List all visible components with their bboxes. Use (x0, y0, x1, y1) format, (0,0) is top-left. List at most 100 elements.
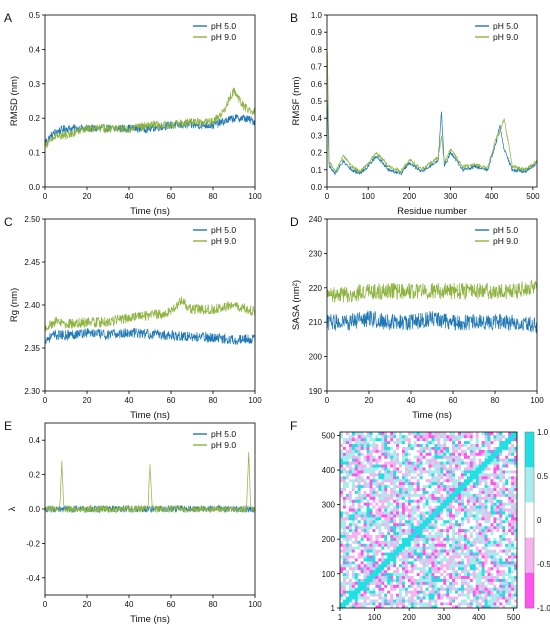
heatmap-cell (404, 522, 409, 527)
heatmap-cell (458, 470, 462, 474)
heatmap-cell (342, 528, 347, 533)
x-tick-label: 0 (43, 600, 48, 609)
heatmap-cell (345, 599, 350, 603)
heatmap-cell (425, 599, 429, 603)
heatmap-cell (455, 449, 459, 453)
heatmap-cell (351, 467, 356, 471)
heatmap-cell (466, 531, 471, 535)
heatmap-cell (422, 432, 426, 436)
x-tick-label: 80 (209, 192, 218, 201)
heatmap-cell (363, 520, 367, 524)
heatmap-cell (449, 590, 453, 594)
heatmap-cell (490, 566, 494, 571)
heatmap-cell (502, 569, 506, 574)
heatmap-cell (493, 461, 497, 465)
heatmap-cell (387, 511, 391, 515)
heatmap-cell (431, 549, 435, 553)
heatmap-cell (505, 540, 509, 544)
heatmap-cell (410, 520, 415, 524)
heatmap-cell (363, 593, 367, 597)
heatmap-cell (396, 584, 400, 588)
heatmap-cell (514, 502, 518, 506)
heatmap-cell (440, 558, 444, 562)
heatmap-cell (443, 440, 447, 445)
heatmap-cell (452, 446, 456, 450)
heatmap-cell (502, 508, 506, 512)
heatmap-cell (342, 467, 347, 471)
heatmap-cell (401, 520, 406, 524)
heatmap-cell (378, 467, 382, 471)
heatmap-cell (460, 575, 465, 579)
heatmap-cell (514, 522, 518, 527)
heatmap-cell (416, 552, 420, 556)
heatmap-cell (393, 564, 397, 568)
heatmap-cell (505, 549, 509, 553)
heatmap-cell (428, 508, 432, 512)
heatmap-cell (493, 443, 497, 447)
heatmap-cell (431, 496, 435, 500)
heatmap-cell (410, 502, 415, 506)
heatmap-cell (384, 481, 388, 486)
heatmap-cell (393, 452, 397, 456)
heatmap-cell (466, 514, 471, 518)
heatmap-cell (428, 473, 432, 477)
heatmap-cell (490, 484, 494, 489)
heatmap-cell (396, 437, 400, 442)
heatmap-cell (387, 546, 391, 550)
heatmap-cell (340, 440, 344, 445)
heatmap-cell (496, 434, 500, 439)
heatmap-cell (351, 537, 356, 541)
heatmap-cell (399, 543, 403, 547)
heatmap-cell (363, 434, 367, 439)
heatmap-cell (357, 478, 361, 483)
heatmap-cell (393, 481, 397, 486)
heatmap-cell (363, 564, 367, 568)
x-axis-title: Time (ns) (412, 410, 452, 421)
heatmap-cell (354, 473, 358, 477)
heatmap-cell (511, 508, 515, 512)
heatmap-cell (514, 572, 518, 577)
heatmap-cell (381, 514, 385, 518)
heatmap-cell (475, 593, 479, 597)
heatmap-cell (499, 552, 503, 556)
heatmap-cell (514, 478, 518, 483)
heatmap-cell (440, 470, 444, 474)
heatmap-cell (511, 432, 515, 436)
heatmap-cell (434, 484, 438, 489)
heatmap-cell (437, 490, 441, 494)
heatmap-cell (413, 552, 417, 556)
heatmap-cell (372, 528, 376, 533)
heatmap-cell (505, 440, 509, 445)
heatmap-cell (484, 593, 488, 597)
heatmap-cell (502, 572, 506, 577)
heatmap-cell (431, 511, 435, 515)
heatmap-cell (413, 596, 417, 600)
heatmap-cell (478, 552, 482, 556)
y-tick-label: 190 (309, 387, 323, 396)
heatmap-cell (449, 455, 453, 459)
heatmap-cell (499, 490, 503, 494)
heatmap-cell (508, 449, 512, 453)
heatmap-cell (410, 540, 415, 544)
heatmap-cell (387, 564, 391, 568)
heatmap-cell (469, 487, 474, 491)
heatmap-cell (413, 473, 417, 477)
heatmap-cell (354, 543, 358, 547)
heatmap-cell (466, 564, 471, 568)
heatmap-cell (511, 449, 515, 453)
heatmap-cell (369, 470, 373, 474)
heatmap-cell (452, 543, 456, 547)
heatmap-cell (443, 434, 447, 439)
heatmap-cell (348, 587, 353, 591)
heatmap-cell (401, 517, 406, 521)
heatmap-cell (378, 581, 382, 585)
heatmap-cell (357, 546, 361, 550)
heatmap-cell (340, 493, 344, 497)
heatmap-cell (422, 564, 426, 568)
heatmap-cell (369, 505, 373, 509)
heatmap-cell (440, 499, 444, 503)
panel-label: C (4, 215, 13, 229)
x-tick-label: 100 (361, 192, 375, 201)
heatmap-cell (360, 434, 364, 439)
heatmap-cell (437, 581, 441, 585)
